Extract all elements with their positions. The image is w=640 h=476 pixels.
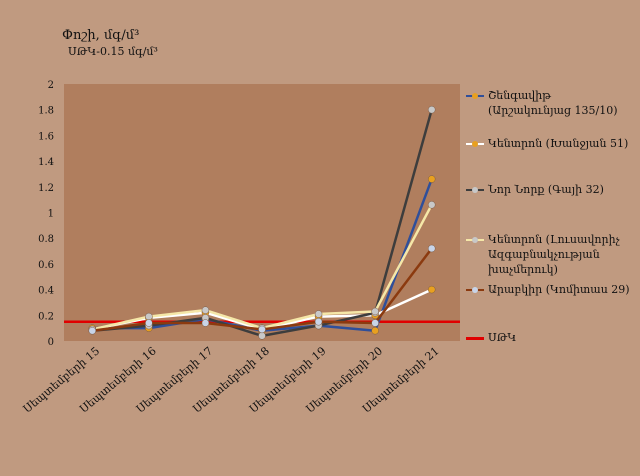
data-point (427, 244, 436, 253)
legend-label: Շենգավիթ (Արշակունյաց 135/10) (488, 89, 618, 117)
y-tick-label: 1 (48, 209, 54, 220)
data-point (314, 317, 323, 326)
y-tick-label: 0.8 (38, 234, 54, 245)
data-point (258, 325, 266, 334)
legend-label: Կենտրոն (Խանջյան 51) (488, 137, 629, 150)
data-point (427, 201, 436, 209)
data-point (201, 319, 210, 327)
legend-label: Կենտրոն (Լուսավորիչ Ազգաբնակչության խաչմ… (488, 233, 620, 276)
data-point (371, 307, 379, 316)
y-tick-label: 0.4 (38, 286, 54, 297)
data-point (427, 285, 436, 294)
data-point (145, 312, 153, 321)
data-point (145, 319, 153, 327)
legend-marker (472, 187, 478, 193)
y-tick-label: 2 (48, 80, 54, 91)
data-point (427, 105, 436, 114)
data-point (427, 175, 436, 183)
legend-marker (472, 93, 478, 99)
chart-subtitle: ՍԹԿ-0.15 մգ/մ³ (68, 45, 158, 58)
y-tick-label: 0 (48, 337, 54, 348)
legend-label: ՍԹԿ (488, 331, 517, 344)
y-tick-label: 1.6 (38, 131, 54, 142)
data-point (201, 306, 210, 314)
y-tick-label: 0.6 (38, 260, 54, 271)
y-tick-label: 1.8 (38, 106, 54, 117)
data-point (314, 310, 323, 318)
data-point (258, 332, 266, 340)
legend-marker (472, 141, 478, 147)
legend-marker (472, 287, 478, 293)
data-point (371, 326, 379, 335)
legend-swatch (466, 337, 484, 340)
y-tick-label: 1.4 (38, 157, 54, 168)
y-tick-label: 1.2 (38, 183, 54, 194)
data-point (371, 319, 379, 327)
legend-marker (472, 237, 478, 243)
data-point (88, 326, 97, 335)
legend-label: Նոր Նորք (Գայի 32) (488, 183, 604, 196)
legend-label: Արաբկիր (Կոմիտաս 29) (488, 283, 630, 296)
y-tick-label: 0.2 (38, 311, 54, 322)
chart-title: Փոշի, մգ/մ³ (62, 28, 140, 43)
